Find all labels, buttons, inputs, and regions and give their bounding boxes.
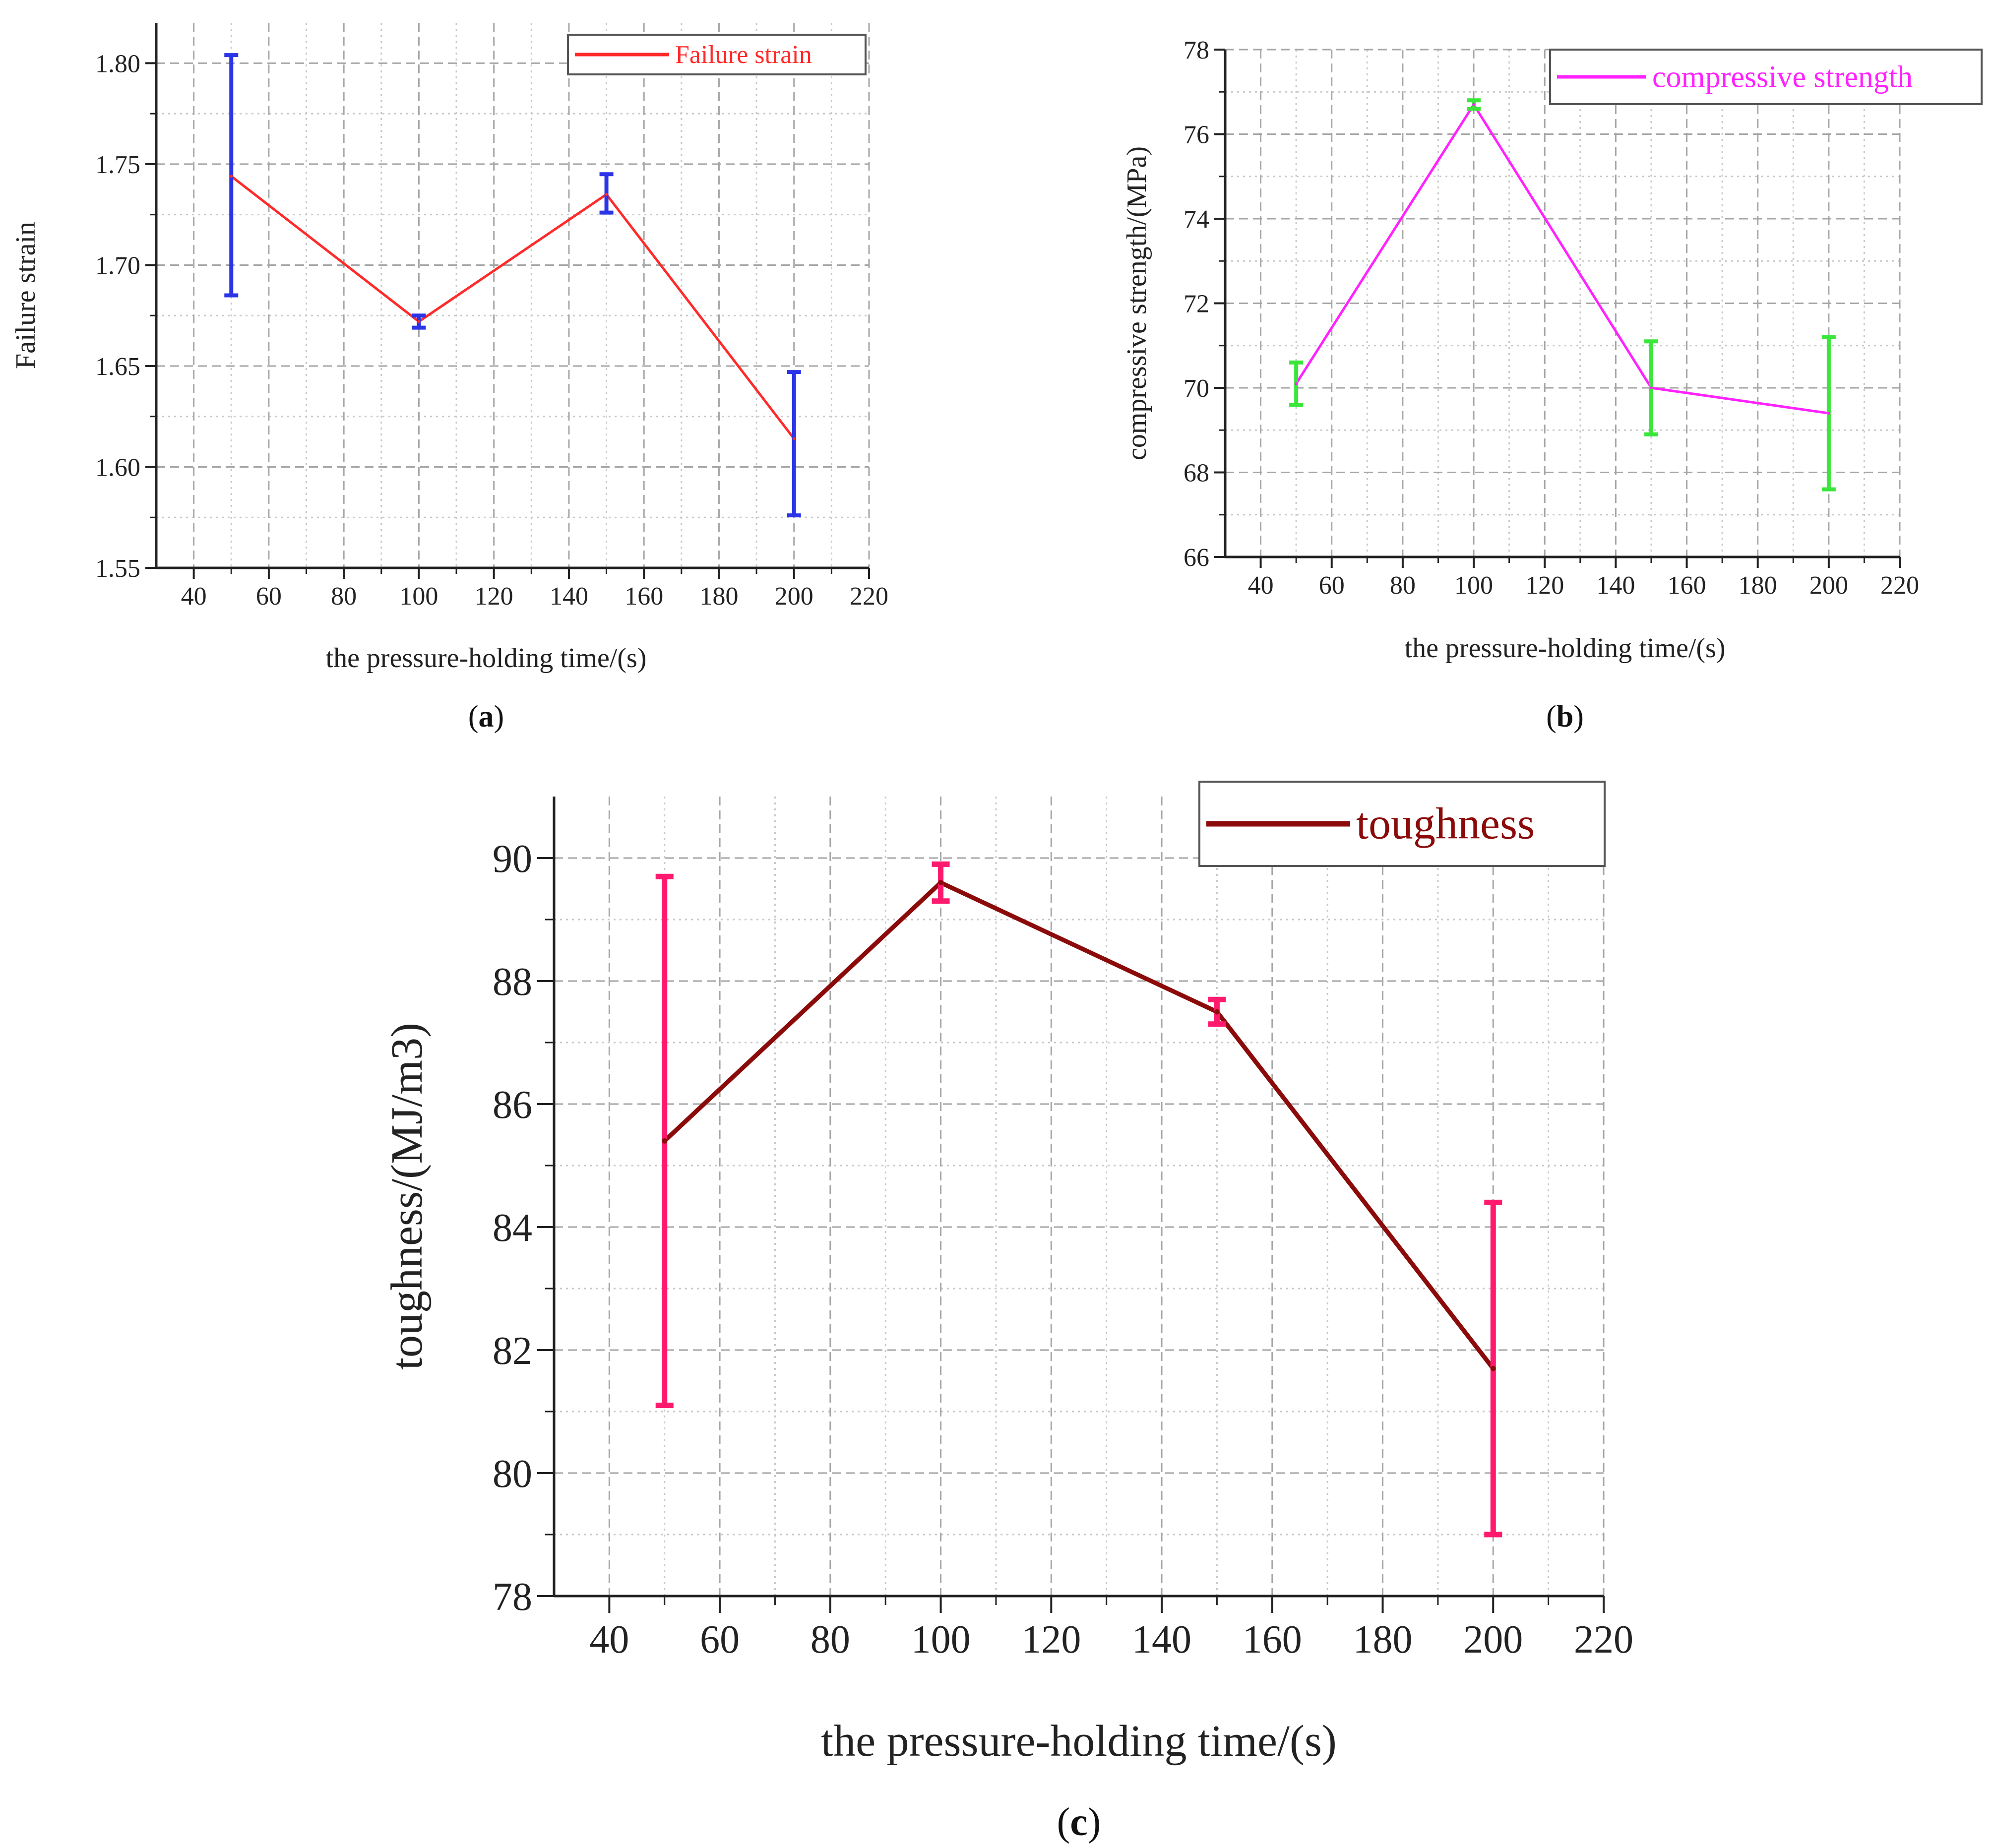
y-tick-label: 68	[1184, 459, 1209, 488]
y-tick-label: 84	[493, 1206, 532, 1250]
x-axis-label: the pressure-holding time/(s)	[821, 1717, 1337, 1766]
x-tick-label: 220	[850, 582, 888, 611]
data-point	[605, 192, 608, 196]
x-tick-label: 60	[256, 582, 282, 611]
x-tick-label: 200	[1809, 571, 1848, 600]
x-tick-label: 80	[1390, 571, 1416, 600]
x-tick-label: 120	[1525, 571, 1564, 600]
x-tick-label: 200	[1463, 1618, 1523, 1662]
legend: Failure strain	[567, 34, 867, 75]
panel-c: 40 60 80 100 120 140 160 180 200 220 78 80 82 84 86 88 9…	[382, 781, 1633, 1844]
x-tick-label: 220	[1880, 571, 1919, 600]
series-line	[663, 880, 1495, 1370]
x-tick-label: 140	[550, 582, 588, 611]
legend: compressive strength	[1549, 49, 1983, 105]
x-tick-label: 140	[1596, 571, 1635, 600]
x-tick-label: 180	[699, 582, 738, 611]
y-tick-label: 74	[1184, 205, 1209, 234]
y-tick-label: 86	[493, 1083, 532, 1127]
x-tick-label: 120	[1021, 1618, 1081, 1662]
data-point	[1295, 382, 1298, 385]
x-tick-label: 80	[331, 582, 357, 611]
data-point	[792, 437, 796, 440]
panel-label: (a)	[468, 700, 504, 734]
x-tick-label: 100	[911, 1618, 971, 1662]
x-tick-label: 160	[1668, 571, 1706, 600]
y-tick-label: 70	[1184, 374, 1209, 403]
x-tick-label: 200	[775, 582, 813, 611]
y-axis-label: Failure strain	[10, 222, 41, 369]
x-tick-label: 100	[399, 582, 438, 611]
data-point	[938, 880, 943, 885]
x-tick-label: 60	[700, 1618, 740, 1662]
data-point	[1490, 1365, 1496, 1371]
y-axis-label: compressive strength/(MPa)	[1122, 146, 1152, 460]
y-tick-label: 1.65	[95, 353, 140, 381]
x-tick-label: 120	[475, 582, 513, 611]
series-line	[230, 175, 795, 440]
y-axis-label: toughness/(MJ/m3)	[382, 1023, 432, 1370]
x-tick-label: 40	[1248, 571, 1274, 600]
y-tick-label: 82	[493, 1329, 532, 1373]
data-point	[1214, 1009, 1220, 1015]
x-tick-label: 60	[1319, 571, 1345, 600]
y-tick-label: 72	[1184, 290, 1209, 318]
y-tick-label: 80	[493, 1452, 532, 1496]
x-tick-label: 180	[1353, 1618, 1413, 1662]
panel-a: 40 60 80 100 120 140 160 180 200 220 1.55 1.60 1.65 1…	[10, 23, 888, 734]
x-tick-label: 140	[1132, 1618, 1191, 1662]
data-point	[1472, 103, 1476, 106]
y-tick-label: 66	[1184, 544, 1209, 572]
y-tick-label: 78	[1184, 36, 1209, 64]
legend-label: compressive strength	[1652, 60, 1913, 94]
y-tick-label: 1.75	[95, 151, 140, 179]
data-point	[1827, 412, 1830, 415]
series-line	[1295, 103, 1829, 415]
x-tick-label: 100	[1454, 571, 1493, 600]
legend: toughness	[1198, 781, 1606, 867]
x-tick-label: 160	[624, 582, 663, 611]
x-tick-label: 80	[811, 1618, 850, 1662]
panel-label: (b)	[1546, 700, 1584, 734]
y-tick-label: 76	[1184, 121, 1209, 149]
legend-label: toughness	[1356, 800, 1535, 849]
data-point	[1649, 386, 1653, 389]
y-tick-label: 90	[493, 837, 532, 881]
x-tick-label: 160	[1243, 1618, 1302, 1662]
legend-label: Failure strain	[675, 41, 812, 69]
y-tick-label: 1.70	[95, 252, 140, 280]
y-tick-label: 1.80	[95, 50, 140, 78]
panel-b: 40 60 80 100 120 140 160 180 200 220 66 68 70 72 74 76 7…	[1122, 36, 1983, 734]
y-tick-label: 78	[493, 1575, 532, 1619]
data-point	[417, 320, 421, 323]
x-axis-label: the pressure-holding time/(s)	[326, 643, 647, 674]
x-tick-label: 220	[1574, 1618, 1633, 1662]
x-tick-label: 40	[589, 1618, 629, 1662]
data-point	[662, 1138, 668, 1144]
x-axis-label: the pressure-holding time/(s)	[1405, 633, 1726, 664]
y-tick-label: 88	[493, 960, 532, 1004]
data-point	[230, 175, 233, 178]
y-tick-label: 1.60	[95, 454, 140, 482]
panel-label: (c)	[1057, 1800, 1101, 1844]
error-bar	[787, 370, 801, 518]
x-tick-label: 40	[181, 582, 207, 611]
x-tick-label: 180	[1739, 571, 1777, 600]
y-tick-label: 1.55	[95, 554, 140, 583]
